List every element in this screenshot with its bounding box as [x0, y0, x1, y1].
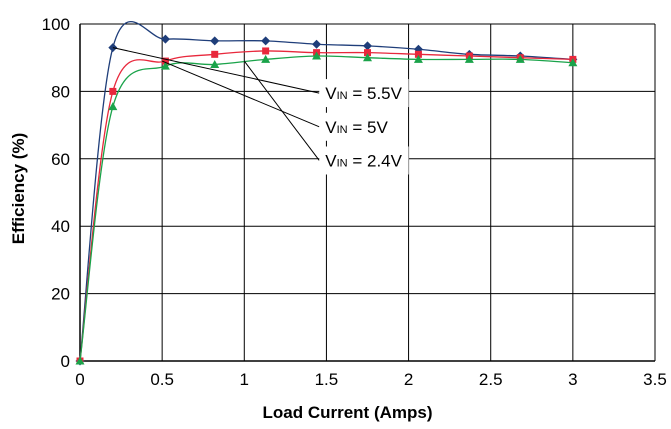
annotation-box	[319, 79, 409, 108]
data-point	[211, 50, 219, 58]
data-point	[364, 49, 371, 57]
annotation-box	[319, 112, 395, 141]
annotation-leader-line	[161, 60, 320, 128]
series-layer	[75, 21, 578, 366]
x-tick-label: 3.5	[643, 370, 667, 389]
annotation-leader-line	[243, 60, 320, 161]
annotation-layer: VIN = 5.5V VIN = 5V VIN = 2.4V	[112, 47, 409, 175]
x-axis-title: Load Current (Amps)	[263, 403, 433, 422]
annotation-0: VIN = 5.5V	[112, 47, 409, 108]
y-tick-label: 100	[42, 15, 70, 34]
annotation-box	[319, 146, 409, 175]
data-point	[210, 59, 220, 68]
data-point	[161, 57, 169, 65]
y-axis-title: Efficiency (%)	[9, 133, 28, 244]
y-tick-label: 80	[51, 82, 70, 101]
data-point	[464, 54, 474, 63]
y-tick-label: 40	[51, 217, 70, 236]
tick-labels: 0 0.5 1 1.5 2 2.5 3 3.5 0 20 40 60 80 100	[42, 15, 667, 389]
x-tick-label: 2	[404, 370, 413, 389]
data-point	[312, 39, 322, 49]
data-point	[261, 54, 271, 63]
data-point	[210, 36, 220, 46]
x-tick-label: 1	[240, 370, 249, 389]
data-point	[363, 53, 372, 62]
data-point	[568, 58, 578, 67]
data-point	[108, 102, 118, 111]
annotation-1: VIN = 5V	[161, 60, 395, 141]
data-point	[261, 36, 271, 46]
x-tick-label: 0	[75, 370, 84, 389]
y-tick-label: 60	[51, 150, 70, 169]
y-tick-label: 20	[51, 285, 70, 304]
x-tick-label: 3	[568, 370, 577, 389]
series-label: VIN = 2.4V	[325, 151, 402, 170]
data-point	[160, 61, 170, 70]
y-tick-label: 0	[61, 352, 70, 371]
annotation-leader-line	[112, 47, 320, 94]
x-tick-label: 2.5	[479, 370, 503, 389]
data-point	[75, 356, 85, 365]
data-point	[515, 54, 525, 63]
data-point	[312, 51, 322, 60]
axes	[79, 24, 655, 362]
data-point	[109, 87, 117, 95]
grid	[79, 23, 656, 362]
series-label: VIN = 5V	[325, 118, 388, 137]
series-label: VIN = 5.5V	[325, 84, 402, 103]
data-point	[413, 54, 423, 63]
data-point	[262, 47, 270, 55]
x-tick-label: 0.5	[150, 370, 174, 389]
data-point	[160, 34, 170, 44]
annotation-2: VIN = 2.4V	[243, 60, 409, 175]
series-2	[75, 51, 578, 365]
data-point	[414, 50, 422, 58]
x-tick-label: 1.5	[315, 370, 339, 389]
data-point	[363, 41, 372, 51]
